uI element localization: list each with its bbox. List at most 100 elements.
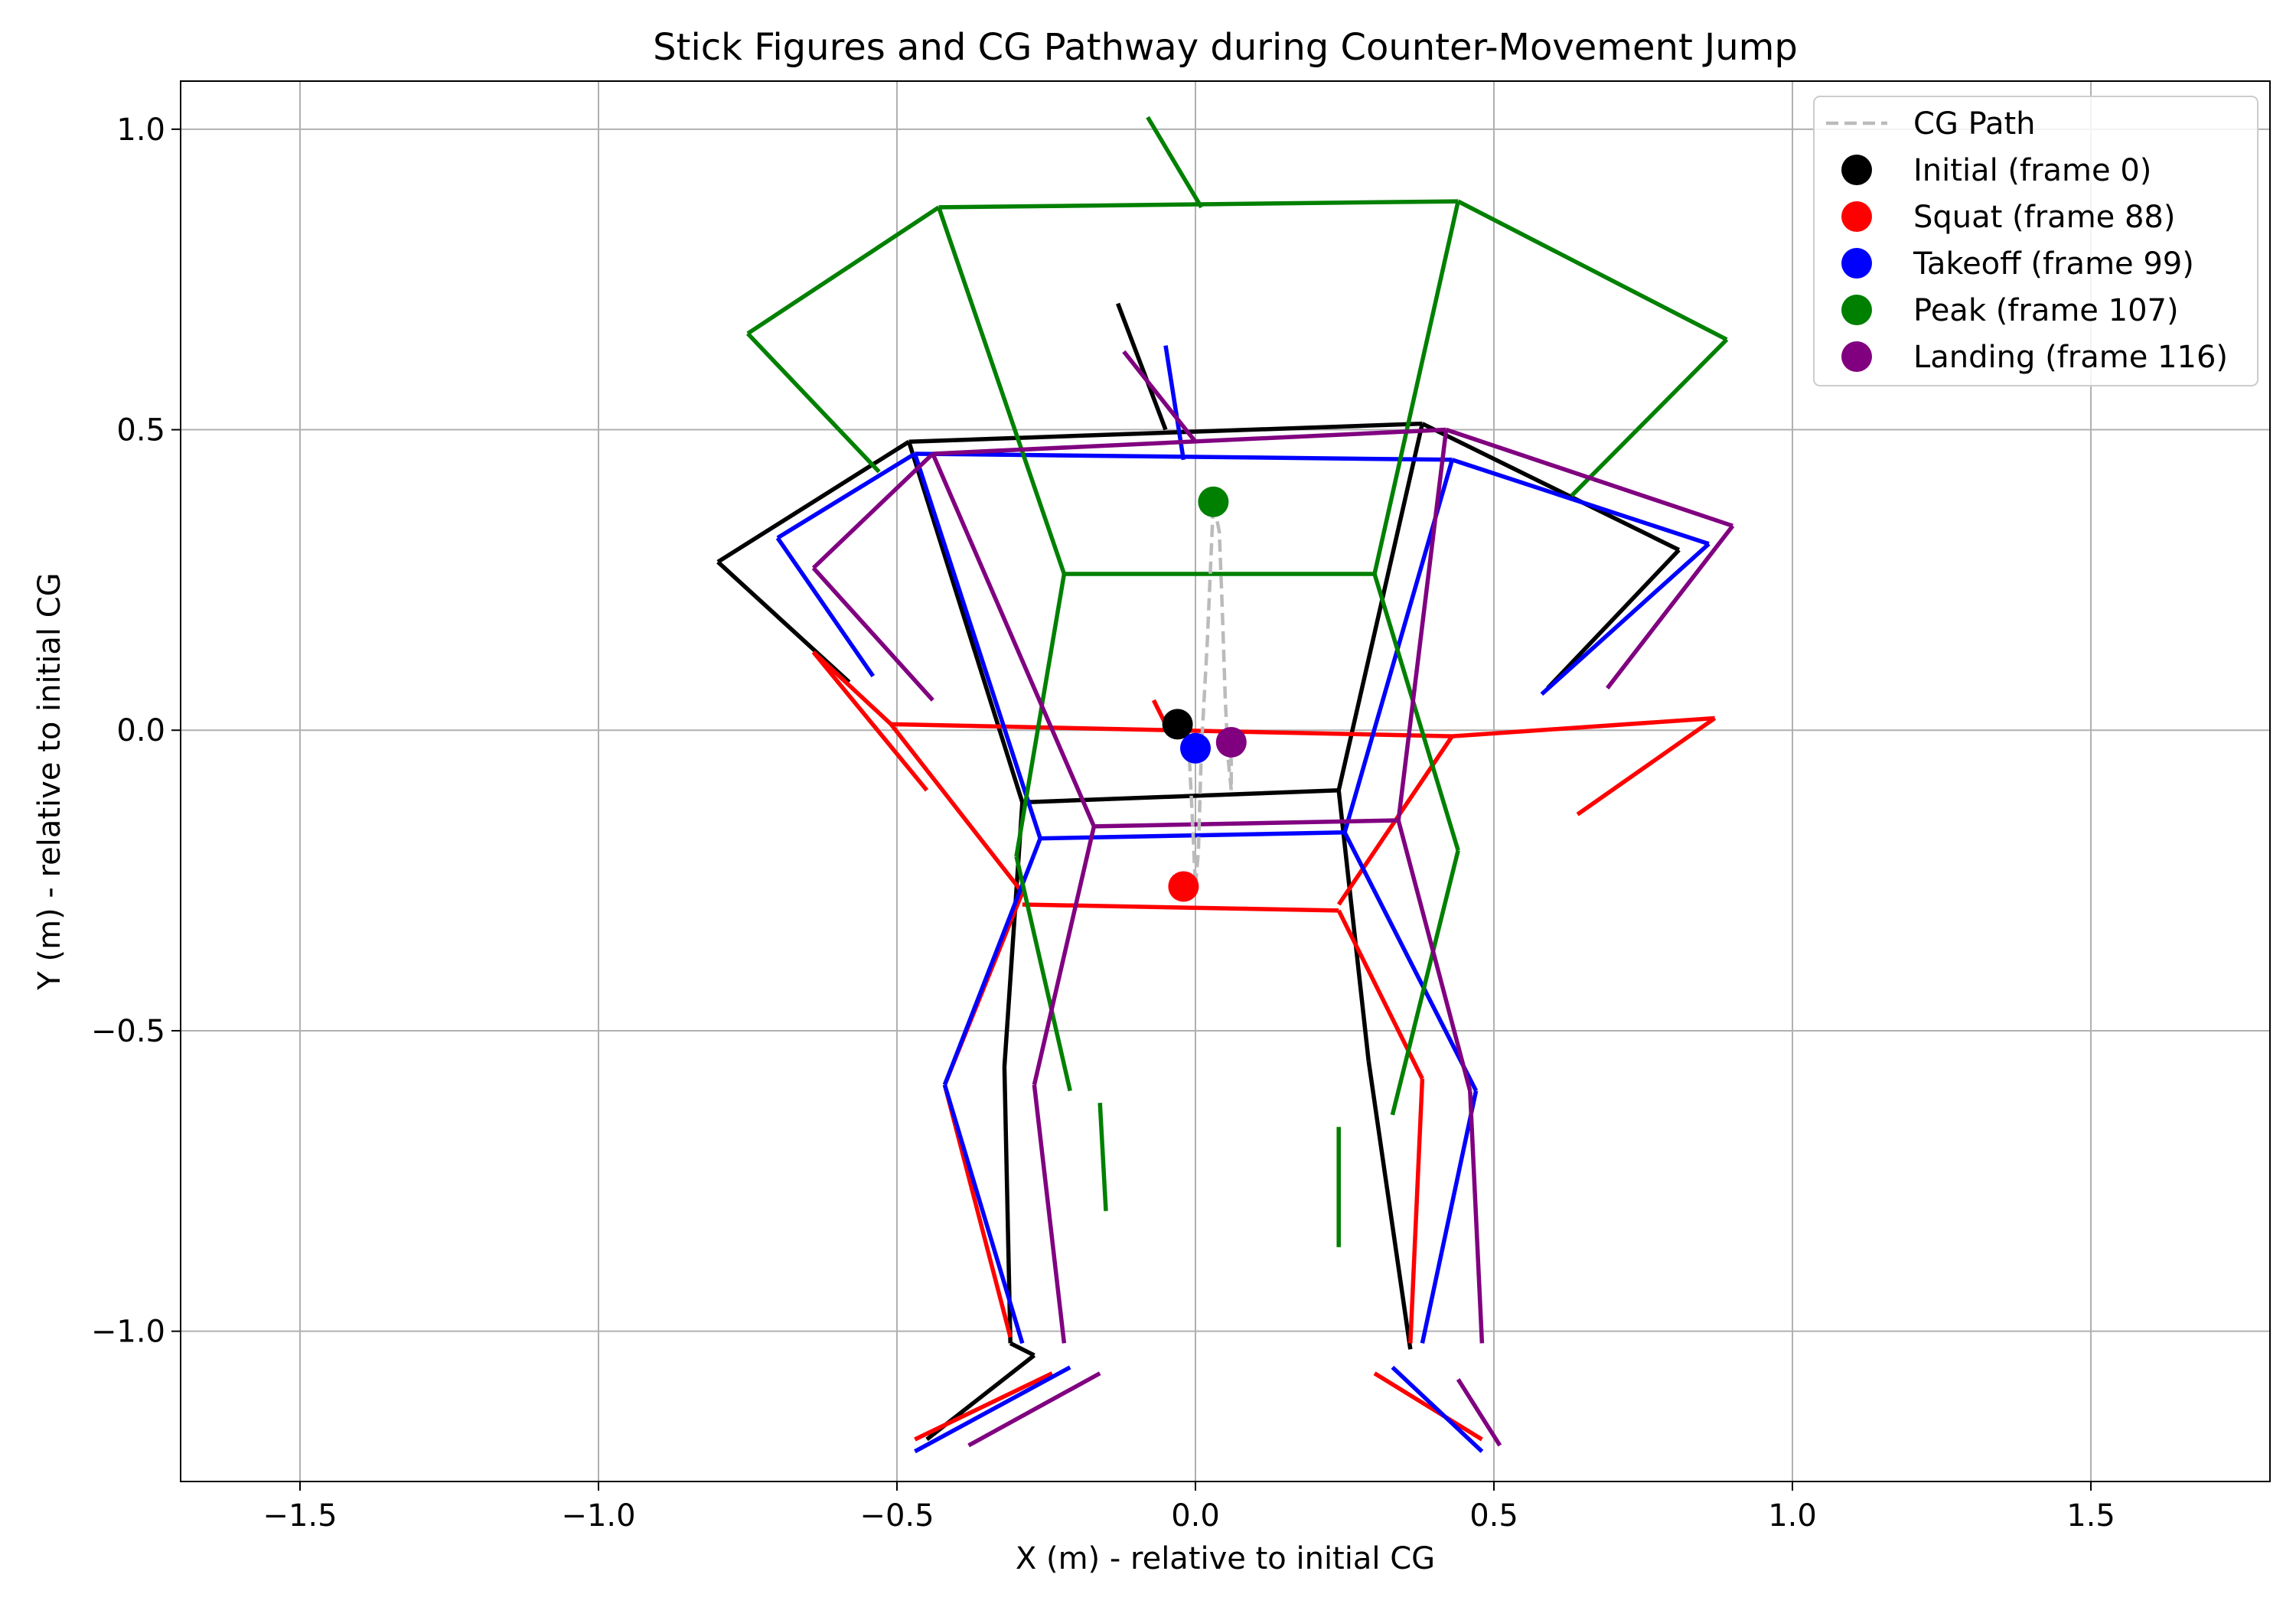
stick-segment: [942, 837, 1042, 1086]
stick-segment: [1146, 116, 1204, 209]
legend-label: Initial (frame 0): [1913, 153, 2151, 188]
stick-segment: [1391, 1365, 1484, 1453]
legend-item: Squat (frame 88): [1841, 200, 2175, 235]
x-tick-label: 1.0: [1768, 1498, 1817, 1534]
y-tick-label: 1.0: [116, 112, 165, 148]
y-axis-label: Y (m) - relative to initial CG: [32, 572, 67, 990]
stick-segment: [1451, 458, 1710, 546]
stick-figure: [746, 116, 1729, 1247]
cg-marker: [1180, 732, 1211, 764]
stick-segment: [716, 439, 911, 564]
y-tick-label: 0.5: [116, 413, 165, 448]
stick-segment: [1014, 573, 1067, 857]
stick-segment: [915, 451, 1453, 462]
stick-segment: [811, 650, 893, 726]
legend-swatch-marker: [1841, 295, 1872, 325]
stick-segment: [1396, 429, 1449, 821]
legend-item: Takeoff (frame 99): [1841, 246, 2194, 282]
stick-segment: [942, 1084, 1025, 1345]
legend-label: CG Path: [1913, 106, 2036, 142]
stick-segment: [775, 536, 876, 678]
cg-marker: [1215, 726, 1247, 758]
stick-segment: [1372, 573, 1460, 852]
stick-segment: [1009, 1341, 1035, 1358]
cg-marker: [1198, 486, 1229, 517]
stick-segment: [1396, 820, 1473, 1092]
x-tick-label: 0.0: [1171, 1498, 1220, 1534]
stick-segment: [1390, 849, 1460, 1116]
stick-segment: [776, 451, 916, 540]
chart-title: Stick Figures and CG Pathway during Coun…: [653, 26, 1798, 69]
stick-segment: [811, 650, 929, 792]
stick-figure: [811, 350, 1735, 1448]
legend-swatch-marker: [1841, 201, 1872, 232]
legend-swatch-marker: [1841, 155, 1872, 185]
stick-segment: [1122, 350, 1198, 443]
axis-ticks: −1.5 −1.0 −0.5 0.0 0.5 1.0 1.5 −1.0 −0.5 0.0 0.5 1.…: [91, 112, 2115, 1534]
y-tick-label: −1.0: [91, 1315, 165, 1350]
stick-segment: [1032, 1084, 1067, 1344]
stick-segment: [1366, 1060, 1413, 1350]
x-axis-label: X (m) - relative to initial CG: [1016, 1541, 1435, 1576]
stick-segment: [811, 566, 934, 702]
stick-segment: [1022, 902, 1339, 913]
stick-segment: [1014, 856, 1072, 1092]
stick-segment: [889, 722, 1024, 894]
stick-segment: [906, 441, 1025, 804]
stick-segment: [1097, 1103, 1108, 1211]
stick-segment: [1570, 337, 1729, 497]
stick-segment: [912, 453, 1042, 839]
y-tick-label: −0.5: [91, 1014, 165, 1049]
legend-swatch-marker: [1841, 341, 1872, 372]
x-tick-label: −1.5: [263, 1498, 337, 1534]
stick-segment: [1372, 200, 1460, 575]
stick-figure: [775, 345, 1711, 1454]
stick-segment: [914, 1365, 1071, 1454]
stick-segment: [1445, 427, 1733, 528]
stick-segment: [1342, 831, 1479, 1092]
x-tick-label: 1.5: [2066, 1498, 2115, 1534]
stick-segment: [914, 1371, 1053, 1442]
plot-frame: [180, 80, 2271, 1482]
stick-segment: [1452, 715, 1715, 738]
legend-label: Squat (frame 88): [1913, 200, 2175, 235]
stick-segment: [1022, 788, 1339, 805]
y-tick-label: 0.0: [116, 713, 165, 748]
legend-box: [1813, 96, 2258, 386]
stick-segment: [1456, 199, 1728, 342]
x-tick-label: −1.0: [561, 1498, 635, 1534]
stick-segment: [967, 1371, 1101, 1448]
legend-item: Landing (frame 116): [1841, 340, 2228, 375]
legend-label: Peak (frame 107): [1913, 293, 2179, 328]
stick-segment: [1606, 524, 1735, 689]
plot-data: [716, 116, 1735, 1454]
stick-segment: [1032, 826, 1097, 1086]
stick-segment: [908, 421, 1423, 444]
stick-figure: [811, 650, 1717, 1442]
stick-segment: [936, 207, 1067, 575]
stick-segment: [1116, 302, 1168, 431]
stick-segment: [1421, 422, 1681, 553]
cg-marker: [1168, 871, 1199, 902]
stick-segment: [932, 427, 1446, 456]
grid: [181, 81, 2270, 1482]
stick-segment: [931, 452, 1096, 827]
stick-segment: [1456, 1378, 1502, 1447]
stick-segment: [1336, 790, 1371, 1061]
cg-path-line: [1176, 501, 1234, 887]
stick-segment: [1576, 716, 1717, 817]
stick-segment: [716, 560, 851, 684]
legend-label: Takeoff (frame 99): [1913, 246, 2194, 282]
legend-item: Peak (frame 107): [1841, 293, 2179, 328]
stick-segment: [1420, 1090, 1479, 1344]
cg-marker: [1162, 709, 1193, 740]
x-tick-label: −0.5: [859, 1498, 934, 1534]
stick-figure: [716, 302, 1681, 1442]
legend-item: CG Path: [1826, 106, 2036, 142]
stick-segment: [938, 199, 1459, 210]
stick-segment: [1468, 1090, 1485, 1344]
stick-segment: [1546, 548, 1681, 690]
stick-segment: [811, 451, 934, 570]
stick-segment: [1408, 1078, 1425, 1344]
